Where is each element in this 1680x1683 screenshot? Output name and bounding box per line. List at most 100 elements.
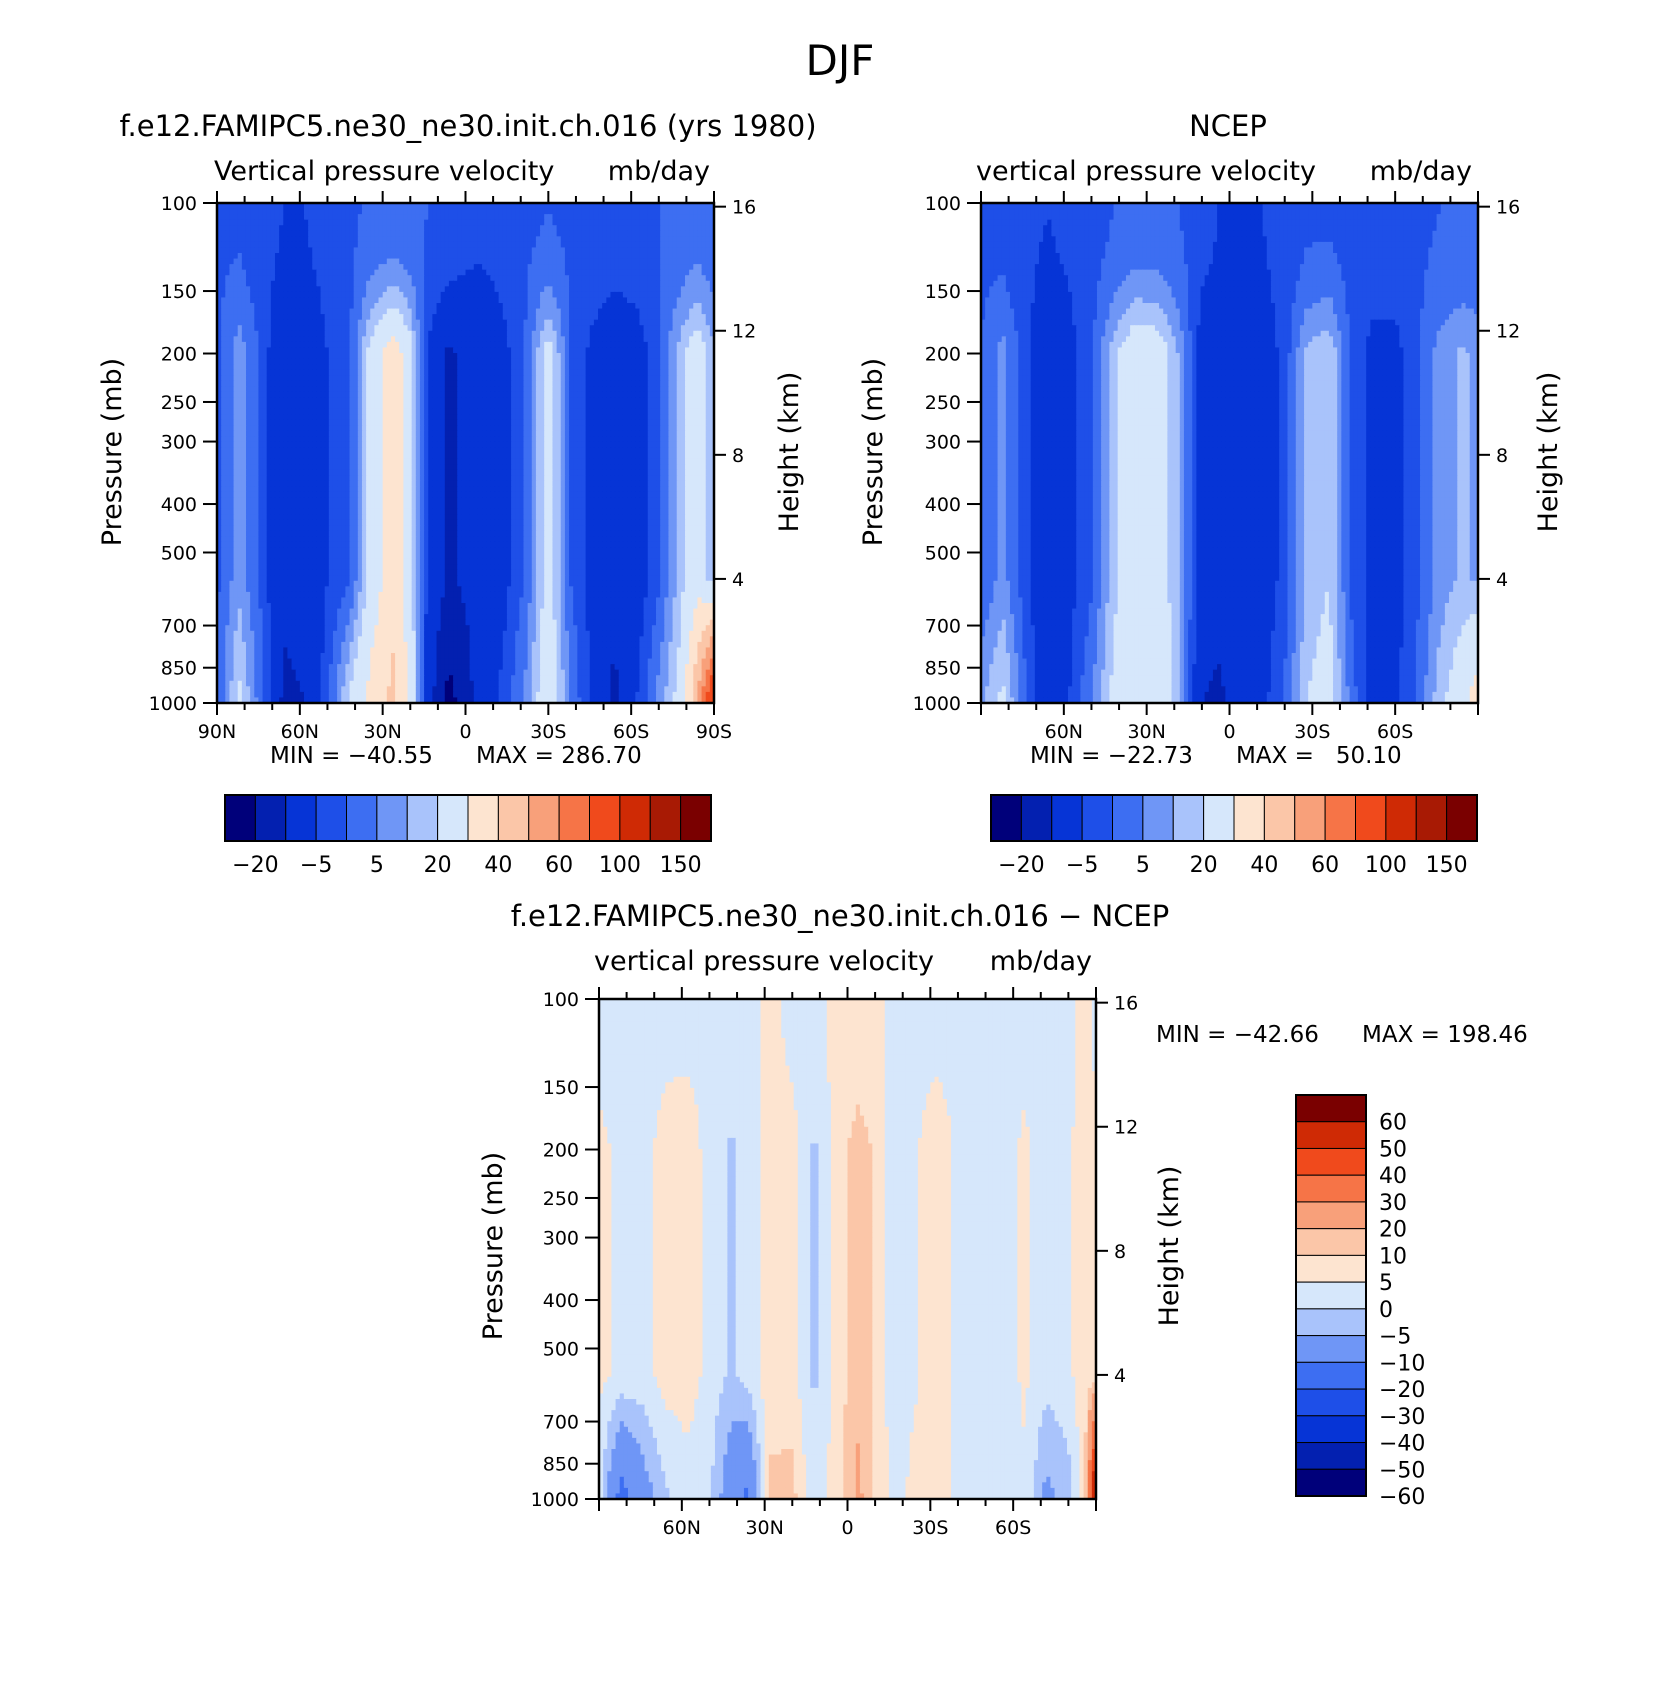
contour-cell xyxy=(403,286,409,293)
contour-cell xyxy=(589,214,595,221)
contour-cell xyxy=(573,286,578,293)
contour-cell xyxy=(270,247,276,254)
contour-cell xyxy=(217,230,222,237)
contour-cell xyxy=(270,230,276,237)
contour-cell xyxy=(556,414,562,421)
contour-cell xyxy=(701,303,707,310)
contour-cell xyxy=(337,258,342,265)
contour-cell xyxy=(349,258,355,265)
contour-cell xyxy=(506,253,512,260)
contour-cell xyxy=(283,330,289,337)
contour-cell xyxy=(569,214,574,221)
contour-cell xyxy=(618,286,624,293)
contour-cell xyxy=(631,386,636,393)
contour-cell xyxy=(274,314,280,321)
contour-cell xyxy=(407,275,413,282)
contour-cell xyxy=(320,330,326,337)
contour-cell xyxy=(308,358,313,365)
contour-cell xyxy=(374,303,380,310)
contour-cell xyxy=(531,353,537,360)
contour-cell xyxy=(469,247,475,254)
contour-cell xyxy=(328,286,334,293)
contour-cell xyxy=(332,414,338,421)
contour-cell xyxy=(602,325,607,332)
contour-cell xyxy=(660,375,665,382)
contour-cell xyxy=(519,208,525,215)
contour-cell xyxy=(647,291,653,299)
contour-cell xyxy=(308,269,313,276)
contour-cell xyxy=(676,314,682,321)
contour-cell xyxy=(544,375,549,382)
contour-cell xyxy=(544,414,549,421)
contour-cell xyxy=(461,353,467,360)
contour-cell xyxy=(233,391,239,399)
contour-cell xyxy=(386,219,392,226)
contour-cell xyxy=(693,380,699,387)
contour-cell xyxy=(303,247,309,254)
contour-cell xyxy=(353,236,359,243)
contour-cell xyxy=(399,430,404,437)
contour-cell xyxy=(225,330,231,337)
contour-cell xyxy=(535,269,541,276)
contour-cell xyxy=(233,208,239,215)
contour-cell xyxy=(585,241,591,249)
contour-cell xyxy=(453,369,458,376)
contour-cell xyxy=(324,425,330,432)
contour-cell xyxy=(689,275,694,282)
contour-cell xyxy=(312,391,317,399)
contour-cell xyxy=(221,214,226,221)
contour-cell xyxy=(436,203,442,210)
contour-cell xyxy=(622,386,628,393)
contour-cell xyxy=(705,241,711,249)
contour-cell xyxy=(407,208,413,215)
contour-cell xyxy=(676,308,682,315)
contour-cell xyxy=(250,341,255,349)
contour-cell xyxy=(477,308,483,315)
contour-cell xyxy=(395,325,400,332)
contour-cell xyxy=(498,341,504,349)
contour-cell xyxy=(411,241,417,249)
contour-cell xyxy=(469,280,475,287)
contour-cell xyxy=(424,336,429,343)
contour-cell xyxy=(569,380,574,387)
contour-cell xyxy=(515,375,520,382)
contour-cell xyxy=(366,214,371,221)
contour-cell xyxy=(639,303,645,310)
contour-cell xyxy=(709,330,715,337)
contour-cell xyxy=(428,319,433,326)
contour-cell xyxy=(332,397,338,404)
contour-cell xyxy=(444,391,450,399)
contour-cell xyxy=(477,325,483,332)
contour-cell xyxy=(436,414,442,421)
contour-cell xyxy=(697,203,703,210)
contour-cell xyxy=(453,253,458,260)
contour-cell xyxy=(606,336,612,343)
contour-cell xyxy=(461,219,467,226)
contour-cell xyxy=(361,214,367,221)
contour-cell xyxy=(548,253,554,260)
contour-cell xyxy=(217,403,222,410)
contour-cell xyxy=(353,397,359,404)
contour-cell xyxy=(552,397,558,404)
contour-cell xyxy=(531,369,537,376)
contour-cell xyxy=(432,403,438,410)
contour-cell xyxy=(598,419,603,426)
contour-cell xyxy=(535,247,541,254)
contour-cell xyxy=(341,208,346,215)
contour-cell xyxy=(494,414,500,421)
contour-cell xyxy=(378,325,384,332)
contour-cell xyxy=(477,414,483,421)
contour-cell xyxy=(217,397,222,404)
contour-cell xyxy=(482,286,487,293)
contour-cell xyxy=(556,369,562,376)
contour-cell xyxy=(312,314,317,321)
contour-cell xyxy=(395,341,400,349)
contour-cell xyxy=(390,225,396,232)
contour-cell xyxy=(482,280,487,287)
contour-cell xyxy=(366,308,371,315)
contour-cell xyxy=(465,203,471,210)
contour-cell xyxy=(660,319,665,326)
contour-cell xyxy=(258,369,264,376)
contour-cell xyxy=(647,264,653,271)
contour-cell xyxy=(432,408,438,415)
